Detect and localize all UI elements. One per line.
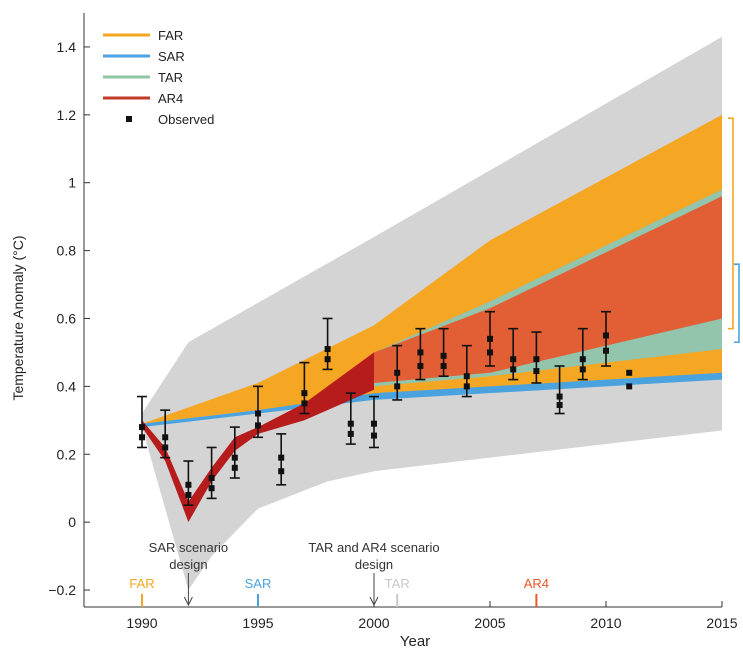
- observed-point: [139, 424, 145, 431]
- observed-series: [137, 310, 633, 506]
- y-tick-label: 0.6: [57, 310, 77, 326]
- observed-point: [556, 393, 563, 400]
- annotations: SAR scenario design TAR and AR4 scenario de…: [129, 117, 740, 607]
- y-tick-label: 1.4: [57, 39, 77, 55]
- observed-point: [533, 368, 540, 375]
- legend-label: AR4: [158, 91, 183, 106]
- range-bracket: [728, 117, 734, 330]
- projection-bands: [142, 36, 722, 591]
- observed-point: [278, 454, 285, 461]
- observed-point: [162, 444, 169, 451]
- legend-label: Observed: [158, 112, 214, 127]
- observed-point: [208, 475, 215, 482]
- observed-point: [255, 422, 261, 429]
- legend-label: FAR: [158, 28, 183, 43]
- x-tick-label: 2005: [474, 615, 505, 631]
- y-tick-label: 1: [68, 175, 76, 191]
- annotation-label: TAR and AR4 scenario: [308, 540, 439, 555]
- annotation-label: SAR scenario: [149, 540, 228, 555]
- x-tick-label: 1995: [242, 615, 273, 631]
- observed-point: [603, 347, 609, 354]
- observed-point: [371, 432, 377, 439]
- x-tick-label: 2000: [358, 615, 389, 631]
- y-axis-label: Temperature Anomaly (°C): [10, 235, 26, 400]
- observed-point: [417, 363, 424, 370]
- annotation-arrow-head: [183, 596, 193, 607]
- observed-point: [533, 356, 540, 363]
- observed-point: [463, 373, 470, 380]
- report-marker-label: SAR: [245, 576, 272, 591]
- legend: FAR SAR TAR AR4 Observed: [103, 28, 214, 127]
- ar4-band: [374, 196, 722, 383]
- observed-point: [487, 335, 493, 342]
- observed-point: [324, 356, 331, 363]
- observed-point: [440, 363, 447, 370]
- ar4-hindcast-band: [142, 352, 374, 523]
- observed-point: [231, 454, 238, 461]
- range-bracket: [734, 263, 740, 344]
- observed-point: [139, 434, 145, 441]
- report-marker-label: AR4: [524, 576, 549, 591]
- x-tick-label: 2010: [590, 615, 621, 631]
- x-axis-label: Year: [400, 633, 430, 650]
- y-tick-label: −0.2: [48, 582, 76, 598]
- y-tick-label: 0: [68, 514, 76, 530]
- observed-point: [626, 369, 633, 376]
- y-tick-label: 1.2: [57, 107, 77, 123]
- axes: −0.2 0 0.2 0.4 0.6 0.8 1 1.2 1.4 1990 1995 2000 2005…: [48, 13, 738, 631]
- observed-point: [255, 410, 261, 417]
- observed-point: [208, 485, 215, 492]
- observed-point: [440, 352, 447, 359]
- observed-point: [510, 356, 517, 363]
- x-tick-label: 1990: [126, 615, 157, 631]
- observed-point: [487, 349, 493, 356]
- observed-point: [301, 400, 308, 407]
- observed-point: [371, 420, 377, 427]
- y-tick-label: 0.4: [57, 378, 77, 394]
- y-tick-label: 0.2: [57, 446, 77, 462]
- annotation-label: design: [355, 557, 393, 572]
- y-tick-label: 0.8: [57, 243, 77, 259]
- observed-point: [626, 383, 633, 390]
- observed-point: [417, 349, 424, 356]
- observed-point: [510, 366, 517, 373]
- observed-point: [603, 332, 609, 339]
- observed-point: [324, 346, 331, 353]
- annotation-arrow-head: [369, 596, 379, 607]
- report-marker-label: FAR: [129, 576, 154, 591]
- observed-point: [556, 402, 563, 409]
- legend-label: SAR: [158, 49, 185, 64]
- observed-point: [394, 383, 401, 390]
- observed-point: [347, 420, 354, 427]
- observed-point: [579, 366, 586, 373]
- observed-point: [231, 464, 238, 471]
- sar-band: [142, 372, 722, 428]
- observed-point: [347, 430, 354, 437]
- observed-point: [162, 434, 169, 441]
- observed-point: [579, 356, 586, 363]
- annotation-label: design: [169, 557, 207, 572]
- legend-label: TAR: [158, 70, 183, 85]
- legend-swatch-observed: [126, 116, 132, 122]
- observed-point: [394, 369, 401, 376]
- observed-point: [301, 390, 308, 397]
- report-marker-label: TAR: [385, 576, 410, 591]
- observed-point: [278, 468, 285, 475]
- x-tick-label: 2015: [706, 615, 737, 631]
- observed-point: [185, 491, 192, 498]
- observed-point: [185, 481, 192, 488]
- observed-point: [463, 383, 470, 390]
